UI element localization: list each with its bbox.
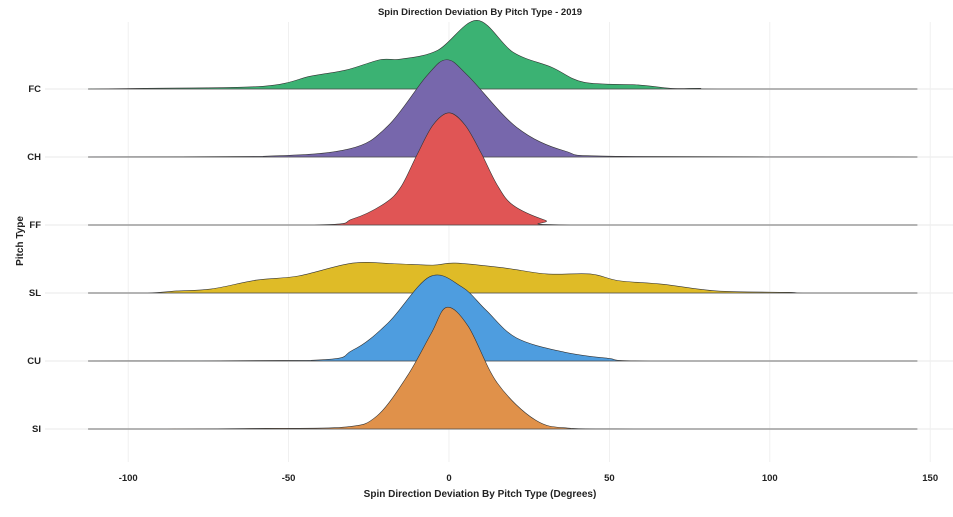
x-tick-labels: -100 -50 0 50 100 150 [119, 473, 938, 484]
y-tick-label-sl: SL [29, 288, 41, 299]
ridge-si [88, 306, 918, 430]
chart-title: Spin Direction Deviation By Pitch Type -… [378, 7, 582, 18]
ridge-fc [88, 20, 918, 90]
x-tick-label: 0 [446, 473, 451, 484]
x-tick-label: -50 [282, 473, 296, 484]
y-tick-label-ch: CH [27, 152, 41, 163]
y-tick-labels: FC CH FF SL CU SI [27, 84, 41, 435]
x-axis-label: Spin Direction Deviation By Pitch Type (… [364, 489, 597, 500]
x-tick-label: 50 [604, 473, 615, 484]
ridges [88, 20, 918, 430]
ridge-sl [88, 261, 918, 294]
x-tick-label: -100 [119, 473, 138, 484]
y-tick-label-fc: FC [28, 84, 41, 95]
ridge-ff [88, 112, 918, 226]
ridge-ch [88, 59, 918, 158]
y-tick-label-si: SI [32, 424, 41, 435]
y-tick-label-ff: FF [29, 220, 41, 231]
y-axis-label: Pitch Type [15, 216, 26, 266]
y-tick-label-cu: CU [27, 356, 41, 367]
x-tick-label: 150 [922, 473, 938, 484]
x-tick-label: 100 [762, 473, 778, 484]
